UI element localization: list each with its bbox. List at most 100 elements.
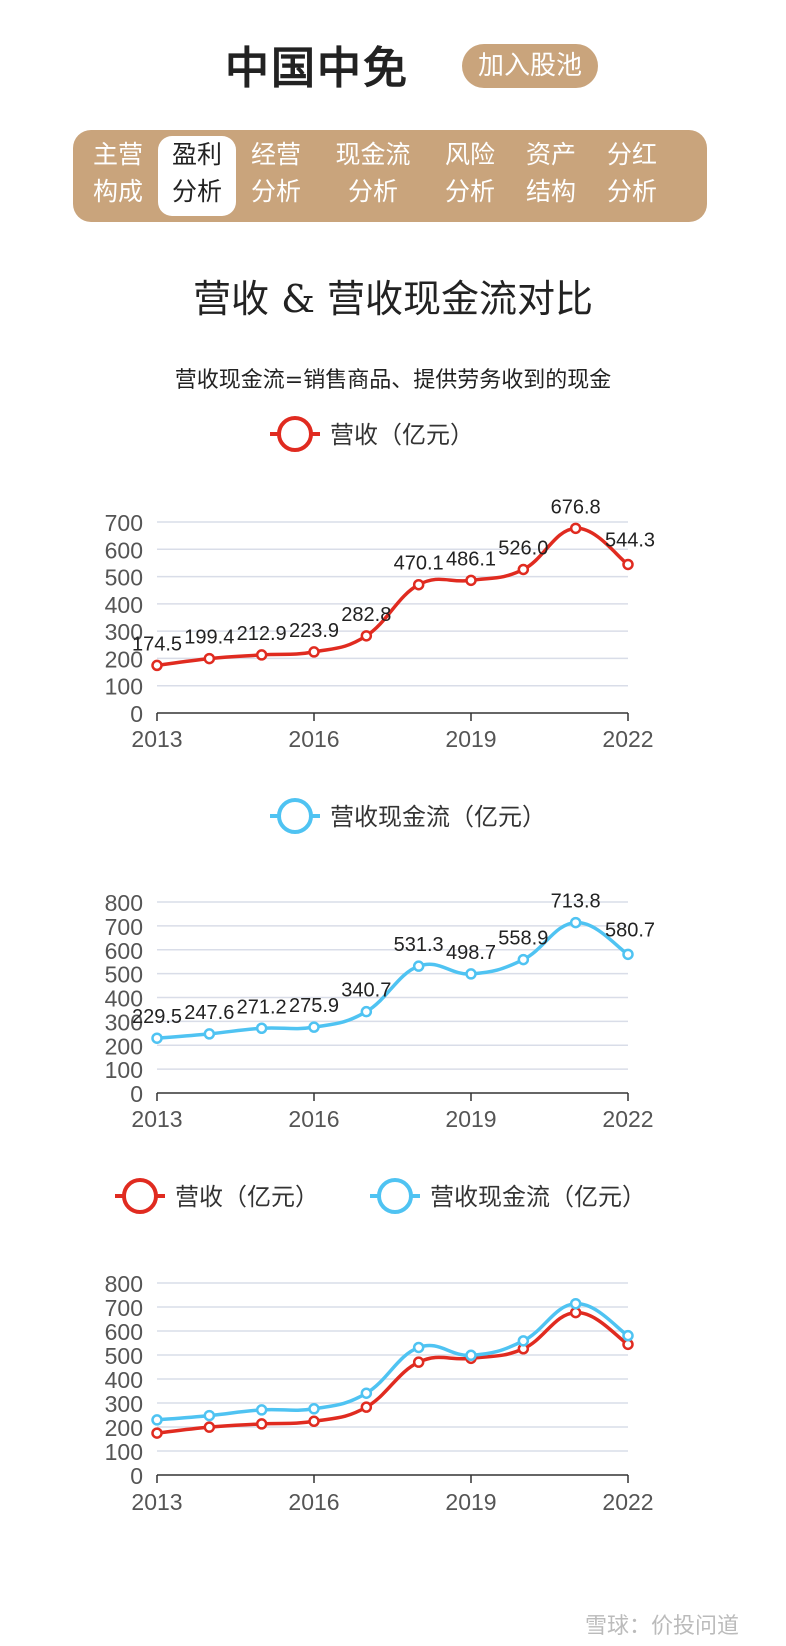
tab-cashflow-analysis[interactable]: 现金流 分析 <box>318 136 428 216</box>
data-point[interactable] <box>203 1421 216 1433</box>
y-tick-label: 0 <box>130 1463 143 1489</box>
data-label: 498.7 <box>446 942 496 964</box>
watermark: 雪球：价投问道 <box>585 1614 740 1639</box>
tab-label-line2: 结构 <box>525 177 576 206</box>
x-tick-label: 2022 <box>602 726 653 752</box>
data-point[interactable] <box>412 960 425 972</box>
data-point[interactable] <box>517 1335 530 1347</box>
data-point[interactable] <box>412 1356 425 1368</box>
section-title: 营收 & 营收现金流对比 <box>193 277 593 321</box>
legend-label: 营收（亿元） <box>175 1184 319 1211</box>
comparison-line-chart: 营收（亿元） 营收现金流（亿元） 0100200300400500600700800… <box>105 1178 654 1515</box>
add-to-pool-button[interactable]: 加入股池 <box>462 44 598 88</box>
data-point[interactable] <box>569 1297 582 1310</box>
y-tick-label: 400 <box>105 1367 143 1393</box>
tab-label-line1: 盈利 <box>171 140 222 169</box>
legend-label: 营收（亿元） <box>330 422 474 449</box>
data-point[interactable] <box>255 1022 268 1035</box>
legend-marker <box>122 1178 158 1214</box>
data-point[interactable] <box>360 1387 373 1399</box>
tab-label-line2: 分析 <box>250 177 301 206</box>
data-label: 212.9 <box>237 623 287 645</box>
data-point[interactable] <box>622 1329 634 1342</box>
data-point[interactable] <box>308 1415 320 1428</box>
data-point[interactable] <box>151 1414 163 1426</box>
legend-item[interactable]: 营收（亿元） <box>115 1178 319 1214</box>
x-tick-label: 2016 <box>288 1489 339 1515</box>
tab-label-line1: 资产 <box>525 140 576 169</box>
y-tick-label: 300 <box>105 1391 143 1417</box>
data-point[interactable] <box>622 948 634 961</box>
legend-marker <box>277 416 313 452</box>
data-point[interactable] <box>308 646 320 658</box>
data-label: 486.1 <box>446 548 496 570</box>
tab-label-line2: 构成 <box>92 177 143 206</box>
data-point[interactable] <box>517 953 530 966</box>
data-point[interactable] <box>465 574 477 587</box>
series-line <box>156 1301 629 1422</box>
data-point[interactable] <box>255 1418 268 1430</box>
data-point[interactable] <box>412 578 425 591</box>
data-point[interactable] <box>308 1021 320 1033</box>
data-point[interactable] <box>569 522 582 535</box>
data-point[interactable] <box>465 968 477 980</box>
tab-dividend-analysis[interactable]: 分红 分析 <box>593 136 671 216</box>
data-label: 713.8 <box>551 891 601 913</box>
tab-asset-structure[interactable]: 资产 结构 <box>512 136 590 216</box>
y-tick-label: 400 <box>105 592 143 618</box>
tab-label-line1: 分红 <box>606 140 657 169</box>
y-tick-label: 500 <box>105 565 143 591</box>
data-point[interactable] <box>203 652 216 665</box>
data-point[interactable] <box>465 1349 477 1362</box>
data-point[interactable] <box>360 1005 373 1018</box>
data-label: 275.9 <box>289 995 339 1017</box>
data-label: 544.3 <box>605 529 655 551</box>
series-line <box>156 526 630 668</box>
data-point[interactable] <box>151 1427 163 1439</box>
tab-main-business[interactable]: 主营 构成 <box>79 136 157 216</box>
legend-marker <box>277 798 313 834</box>
data-label: 199.4 <box>184 627 234 649</box>
x-tick-label: 2019 <box>445 1489 496 1515</box>
data-point[interactable] <box>308 1403 320 1415</box>
page-title: 中国中免 <box>225 43 409 94</box>
y-tick-label: 500 <box>105 1343 143 1369</box>
data-label: 526.0 <box>498 537 548 559</box>
tab-operation-analysis[interactable]: 经营 分析 <box>237 136 315 216</box>
tab-label-line2: 分析 <box>347 177 398 206</box>
data-label: 340.7 <box>341 980 391 1002</box>
data-point[interactable] <box>151 659 163 672</box>
data-point[interactable] <box>412 1341 425 1354</box>
tab-profit-analysis[interactable]: 盈利 分析 <box>158 136 236 216</box>
data-point[interactable] <box>360 1401 373 1413</box>
data-point[interactable] <box>151 1032 163 1044</box>
data-label: 229.5 <box>132 1006 182 1028</box>
y-tick-label: 800 <box>105 1271 143 1297</box>
data-point[interactable] <box>569 916 582 929</box>
data-point[interactable] <box>360 630 373 642</box>
data-point[interactable] <box>255 649 268 661</box>
x-tick-label: 2013 <box>131 726 182 752</box>
data-point[interactable] <box>517 563 530 576</box>
tab-label-line2: 分析 <box>606 177 657 206</box>
legend-item[interactable]: 营收现金流（亿元） <box>270 798 546 834</box>
y-tick-label: 400 <box>105 986 143 1012</box>
x-tick-label: 2013 <box>131 1489 182 1515</box>
legend-item[interactable]: 营收现金流（亿元） <box>370 1178 646 1214</box>
y-tick-label: 600 <box>105 537 143 563</box>
data-point[interactable] <box>203 1028 216 1040</box>
x-tick-label: 2019 <box>445 1106 496 1132</box>
data-label: 271.2 <box>237 996 287 1018</box>
data-point[interactable] <box>203 1409 216 1422</box>
legend-item[interactable]: 营收（亿元） <box>270 416 474 452</box>
data-label: 558.9 <box>498 928 548 950</box>
x-tick-label: 2016 <box>288 726 339 752</box>
tab-risk-analysis[interactable]: 风险 分析 <box>431 136 509 216</box>
data-point[interactable] <box>255 1404 268 1416</box>
tab-label-line1: 现金流 <box>335 140 411 169</box>
data-point[interactable] <box>622 558 634 571</box>
y-tick-label: 500 <box>105 962 143 988</box>
y-tick-label: 200 <box>105 646 143 672</box>
data-label: 282.8 <box>341 604 391 626</box>
